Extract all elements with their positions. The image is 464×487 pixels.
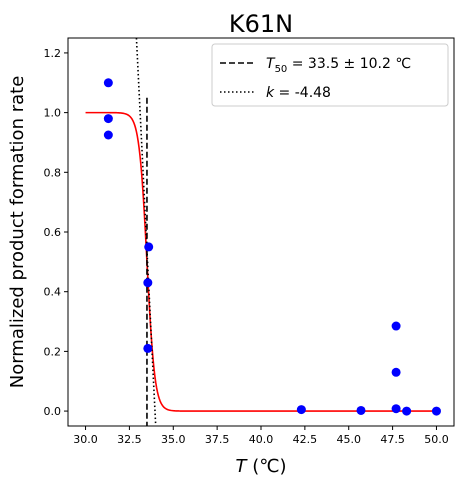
data-point [103,114,113,124]
data-point [391,321,401,331]
data-point [143,278,153,288]
chart-title: K61N [229,10,293,38]
legend-t50-symbol: T [266,56,276,72]
legend-t50-value: = 33.5 ± 10.2 ℃ [287,56,411,72]
x-tick-label: 30.0 [73,433,98,446]
x-tick-label: 37.5 [205,433,230,446]
data-point [143,343,153,353]
legend-t50-subscript: 50 [275,64,288,75]
x-tick-label: 45.0 [336,433,361,446]
y-tick-label: 0.2 [44,345,62,358]
x-axis-label-unit: (℃) [252,456,286,477]
legend-entry-k: k = -4.48 [266,85,331,101]
data-point [356,405,366,415]
x-tick-label: 42.5 [293,433,318,446]
y-axis-label: Normalized product formation rate [7,76,28,389]
data-point [391,367,401,377]
x-axis-label-symbol: T [236,456,249,477]
x-axis: 30.0 32.5 35.0 37.5 40.0 42.5 45.0 47.5 50.0 [73,426,449,446]
y-tick-label: 0.4 [44,286,62,299]
y-tick-label: 1.0 [44,107,62,120]
data-point [296,405,306,415]
data-point [402,406,412,416]
y-tick-label: 0.6 [44,226,62,239]
data-point [103,78,113,88]
x-axis-label: T (℃) [236,456,287,477]
x-tick-label: 35.0 [161,433,186,446]
fit-curve [85,111,437,412]
x-tick-label: 32.5 [117,433,142,446]
data-point [431,406,441,416]
legend-k-symbol: k [266,85,275,101]
legend-entry-t50: T50 = 33.5 ± 10.2 ℃ [266,56,411,75]
x-tick-label: 50.0 [424,433,449,446]
x-tick-label: 40.0 [249,433,274,446]
data-point [103,130,113,140]
x-tick-label: 47.5 [380,433,405,446]
legend-k-value: = -4.48 [274,85,331,101]
data-point [144,242,154,252]
plot-area [85,37,441,427]
data-point [391,404,401,414]
y-tick-label: 0.0 [44,405,62,418]
legend-box [211,43,449,107]
y-tick-label: 1.2 [44,47,62,60]
y-axis: 0.0 0.2 0.4 0.6 0.8 1.0 1.2 [44,47,68,418]
slope-line [135,37,157,427]
y-tick-label: 0.8 [44,166,62,179]
legend: T50 = 33.5 ± 10.2 ℃ k = -4.48 [211,43,449,107]
